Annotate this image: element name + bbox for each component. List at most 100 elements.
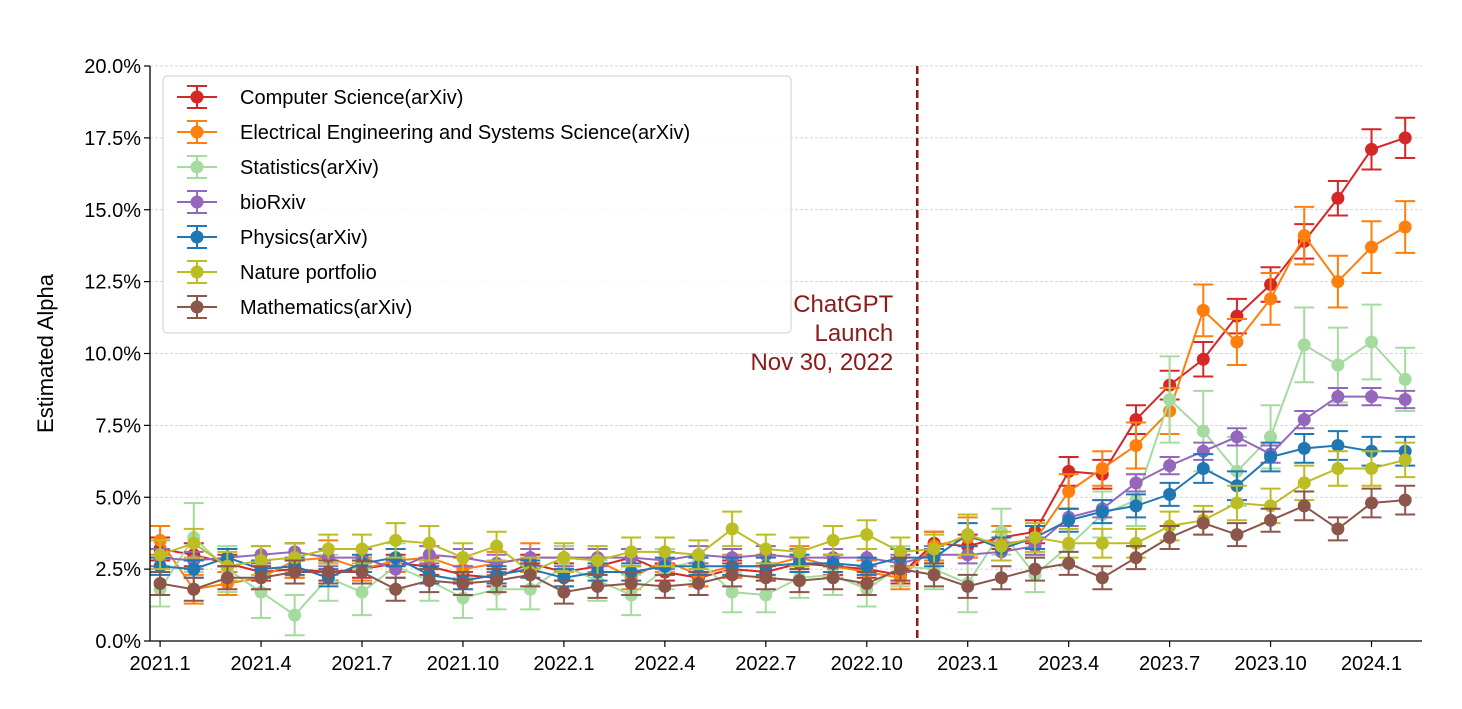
series-line bbox=[159, 340, 1406, 617]
data-point bbox=[927, 568, 941, 582]
data-point bbox=[422, 574, 436, 588]
data-point bbox=[792, 574, 806, 588]
data-point bbox=[1230, 496, 1244, 510]
data-point bbox=[1230, 335, 1244, 349]
data-point bbox=[288, 565, 302, 579]
legend: Computer Science(arXiv) Electrical Engine… bbox=[162, 75, 792, 334]
data-point bbox=[1297, 229, 1311, 243]
x-tick-label: 2022.10 bbox=[831, 653, 903, 675]
data-point bbox=[187, 562, 201, 576]
data-point bbox=[591, 554, 605, 567]
y-axis-title: Estimated Alpha bbox=[33, 273, 58, 433]
data-point bbox=[826, 571, 840, 585]
data-point bbox=[1095, 571, 1109, 585]
data-point bbox=[1062, 513, 1076, 527]
data-point bbox=[1331, 275, 1345, 289]
data-point bbox=[1398, 393, 1412, 406]
data-point bbox=[1062, 485, 1076, 498]
data-point bbox=[1398, 493, 1412, 507]
data-point bbox=[422, 536, 436, 550]
data-point bbox=[961, 528, 975, 542]
x-tick-label: 2021.1 bbox=[130, 653, 191, 675]
data-point bbox=[389, 533, 403, 547]
data-point bbox=[1028, 562, 1042, 576]
data-point bbox=[1264, 450, 1278, 464]
data-point bbox=[490, 539, 504, 553]
data-point bbox=[961, 579, 975, 593]
legend-item-nature-portfolio: Nature portfolio bbox=[177, 260, 377, 284]
x-tick-label: 2023.10 bbox=[1234, 653, 1306, 675]
legend-label: Electrical Engineering and Systems Scien… bbox=[240, 122, 690, 144]
data-point bbox=[624, 545, 638, 559]
data-point bbox=[1196, 352, 1210, 366]
data-point bbox=[725, 585, 739, 599]
series-layer bbox=[150, 116, 1416, 637]
data-point bbox=[321, 542, 335, 556]
data-point bbox=[1129, 476, 1143, 490]
data-point bbox=[153, 548, 167, 562]
data-point bbox=[187, 536, 201, 550]
legend-item-physics-arxiv: Physics(arXiv) bbox=[177, 225, 368, 249]
series-mathematics-arxiv bbox=[150, 484, 1416, 605]
data-point bbox=[1331, 191, 1345, 205]
legend-item-computer-science-arxiv: Computer Science(arXiv) bbox=[177, 85, 463, 109]
data-point bbox=[725, 522, 739, 536]
data-point bbox=[456, 577, 470, 590]
legend-swatch-marker bbox=[190, 125, 204, 139]
legend-label: Mathematics(arXiv) bbox=[240, 297, 412, 319]
data-point bbox=[1331, 390, 1345, 404]
legend-swatch-marker bbox=[190, 90, 204, 104]
x-tick-label: 2022.1 bbox=[533, 653, 594, 675]
legend-item-statistics-arxiv: Statistics(arXiv) bbox=[177, 155, 379, 179]
data-point bbox=[1095, 536, 1109, 550]
data-point bbox=[321, 565, 335, 579]
data-point bbox=[1028, 531, 1042, 544]
legend-swatch-marker bbox=[190, 230, 204, 244]
legend-swatch-marker bbox=[190, 160, 204, 174]
data-point bbox=[759, 571, 773, 585]
x-tick-label: 2023.7 bbox=[1139, 653, 1200, 675]
data-point bbox=[1062, 556, 1076, 570]
data-point bbox=[1196, 462, 1210, 475]
legend-item-electrical-engineering-and-systems-science-arxiv: Electrical Engineering and Systems Scien… bbox=[177, 120, 690, 144]
data-point bbox=[1095, 505, 1109, 519]
data-point bbox=[355, 585, 369, 599]
data-point bbox=[1297, 441, 1311, 455]
data-point bbox=[826, 533, 840, 547]
data-point bbox=[557, 551, 571, 565]
x-tick-label: 2023.1 bbox=[937, 653, 998, 675]
x-tick-label: 2023.4 bbox=[1038, 653, 1099, 675]
data-point bbox=[1398, 453, 1412, 467]
axes: 0.0% 2.5% 5.0% 7.5% 10.0% 12.5% 15.0% 17.5% 20.0… bbox=[33, 56, 1422, 675]
data-point bbox=[927, 542, 941, 556]
x-tick-label: 2021.4 bbox=[230, 653, 291, 675]
y-tick-label: 17.5% bbox=[84, 128, 141, 150]
data-point bbox=[523, 568, 537, 582]
data-point bbox=[893, 545, 907, 559]
data-point bbox=[1129, 551, 1143, 565]
data-point bbox=[1196, 424, 1210, 438]
data-point bbox=[1163, 531, 1177, 544]
data-point bbox=[1095, 462, 1109, 475]
data-point bbox=[1365, 462, 1379, 475]
data-point bbox=[1163, 393, 1177, 406]
legend-swatch-marker bbox=[190, 300, 204, 314]
y-tick-label: 2.5% bbox=[95, 559, 141, 581]
data-point bbox=[1297, 413, 1311, 427]
y-tick-label: 5.0% bbox=[95, 487, 141, 509]
data-point bbox=[792, 545, 806, 559]
data-point bbox=[1230, 528, 1244, 542]
data-point bbox=[1196, 516, 1210, 530]
data-point bbox=[658, 579, 672, 593]
data-point bbox=[1331, 522, 1345, 536]
data-point bbox=[692, 548, 706, 562]
data-point bbox=[220, 571, 234, 585]
data-point bbox=[456, 551, 470, 565]
data-point bbox=[725, 568, 739, 582]
data-point bbox=[1331, 462, 1345, 475]
data-point bbox=[692, 577, 706, 590]
data-point bbox=[1196, 303, 1210, 317]
